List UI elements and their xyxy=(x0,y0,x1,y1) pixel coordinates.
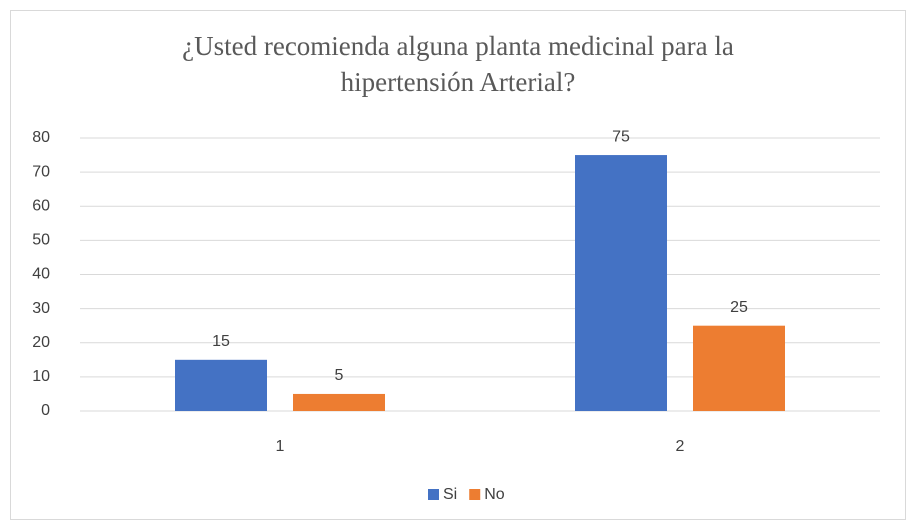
legend-swatch xyxy=(428,489,439,500)
y-tick-label: 0 xyxy=(41,402,50,419)
bar xyxy=(575,155,667,411)
data-label: 25 xyxy=(730,299,748,316)
legend-label: Si xyxy=(443,486,457,503)
y-tick-label: 50 xyxy=(32,232,50,249)
y-tick-label: 40 xyxy=(32,266,50,283)
data-label: 75 xyxy=(612,128,630,145)
y-tick-label: 20 xyxy=(32,334,50,351)
bar xyxy=(293,393,385,411)
chart-title: ¿Usted recomienda alguna planta medicina… xyxy=(182,31,734,97)
data-label: 15 xyxy=(212,333,230,350)
y-tick-label: 30 xyxy=(32,300,50,317)
y-tick-label: 70 xyxy=(32,163,50,180)
y-tick-label: 60 xyxy=(32,197,50,214)
x-tick-label: 1 xyxy=(276,438,285,455)
data-label: 5 xyxy=(335,367,344,384)
bar xyxy=(175,359,267,411)
y-tick-label: 80 xyxy=(32,129,50,146)
x-tick-label: 2 xyxy=(676,438,685,455)
chart-border xyxy=(10,10,906,520)
legend-swatch xyxy=(469,489,481,500)
y-tick-label: 10 xyxy=(32,368,50,385)
bar xyxy=(693,325,785,411)
legend-label: No xyxy=(484,486,505,503)
